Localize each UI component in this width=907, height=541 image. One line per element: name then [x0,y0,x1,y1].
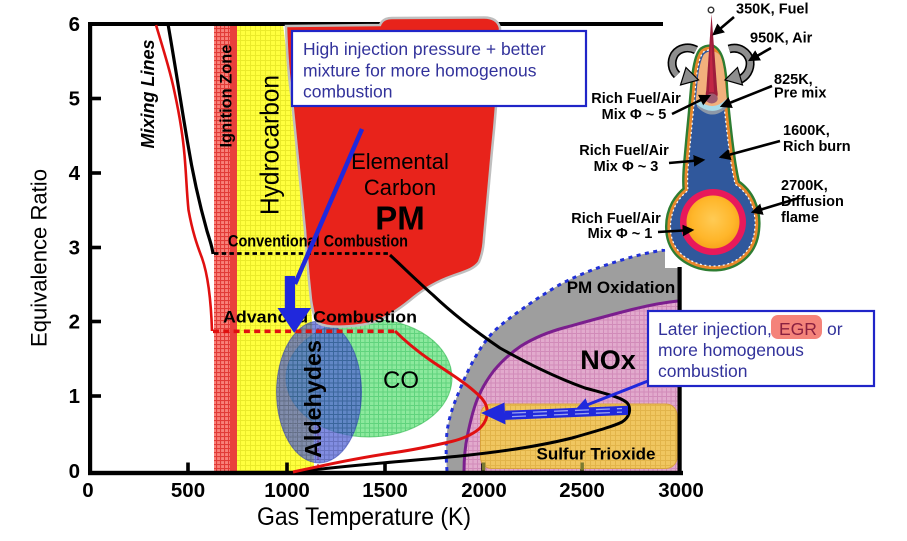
svg-text:Rich Fuel/Air: Rich Fuel/Air [591,91,681,107]
svg-text:2000: 2000 [461,479,507,502]
svg-text:3000: 3000 [658,479,704,502]
svg-text:Mix Φ ~ 3: Mix Φ ~ 3 [594,159,659,175]
svg-text:1000: 1000 [264,479,310,502]
svg-text:Conventional Combustion: Conventional Combustion [228,233,408,251]
svg-text:or: or [827,319,843,339]
svg-text:Mixing Lines: Mixing Lines [138,39,158,148]
svg-text:EGR: EGR [779,319,817,339]
svg-text:Pre mix: Pre mix [774,86,826,102]
svg-text:Mix Φ ~ 5: Mix Φ ~ 5 [602,107,667,123]
svg-text:Elemental: Elemental [351,149,449,174]
svg-text:Aldehydes: Aldehydes [300,340,326,458]
svg-text:Equivalence Ratio: Equivalence Ratio [27,169,52,347]
svg-text:0: 0 [82,479,93,502]
svg-text:825K,: 825K, [774,72,813,88]
svg-text:5: 5 [69,88,80,111]
svg-text:Rich burn: Rich burn [783,139,851,155]
svg-text:NOx: NOx [580,345,636,375]
svg-text:Carbon: Carbon [364,175,436,200]
svg-text:High injection pressure + bett: High injection pressure + better [303,39,546,59]
svg-text:Mix Φ ~ 1: Mix Φ ~ 1 [588,226,653,242]
svg-text:Rich Fuel/Air: Rich Fuel/Air [571,211,661,227]
svg-text:2: 2 [69,311,80,334]
svg-text:Ignition Zone: Ignition Zone [218,45,236,148]
svg-text:CO: CO [383,367,419,394]
svg-text:mixture for more homogenous: mixture for more homogenous [303,61,537,81]
svg-text:Advanced Combustion: Advanced Combustion [223,308,417,327]
svg-text:6: 6 [69,13,80,36]
svg-text:350K, Fuel: 350K, Fuel [736,2,809,18]
svg-text:Rich Fuel/Air: Rich Fuel/Air [579,143,669,159]
svg-text:PM Oxidation: PM Oxidation [567,278,676,297]
svg-text:combustion: combustion [303,82,393,102]
svg-text:950K, Air: 950K, Air [750,31,813,47]
svg-text:1600K,: 1600K, [783,123,830,139]
svg-text:1: 1 [69,385,80,408]
svg-text:flame: flame [781,210,819,226]
svg-text:Diffusion: Diffusion [781,194,844,210]
svg-text:PM: PM [375,200,425,237]
svg-text:3: 3 [69,237,80,260]
svg-text:combustion: combustion [658,361,748,381]
svg-text:Sulfur Trioxide: Sulfur Trioxide [536,445,655,464]
svg-text:1500: 1500 [362,479,408,502]
svg-text:Hydrocarbon: Hydrocarbon [255,75,285,215]
svg-text:500: 500 [171,479,205,502]
svg-text:Later injection,: Later injection, [658,319,772,339]
svg-text:4: 4 [69,162,81,185]
svg-text:0: 0 [69,460,80,483]
svg-text:more homogenous: more homogenous [658,340,804,360]
svg-text:2500: 2500 [559,479,605,502]
svg-text:2700K,: 2700K, [781,178,828,194]
svg-text:Gas Temperature (K): Gas Temperature (K) [257,503,471,531]
